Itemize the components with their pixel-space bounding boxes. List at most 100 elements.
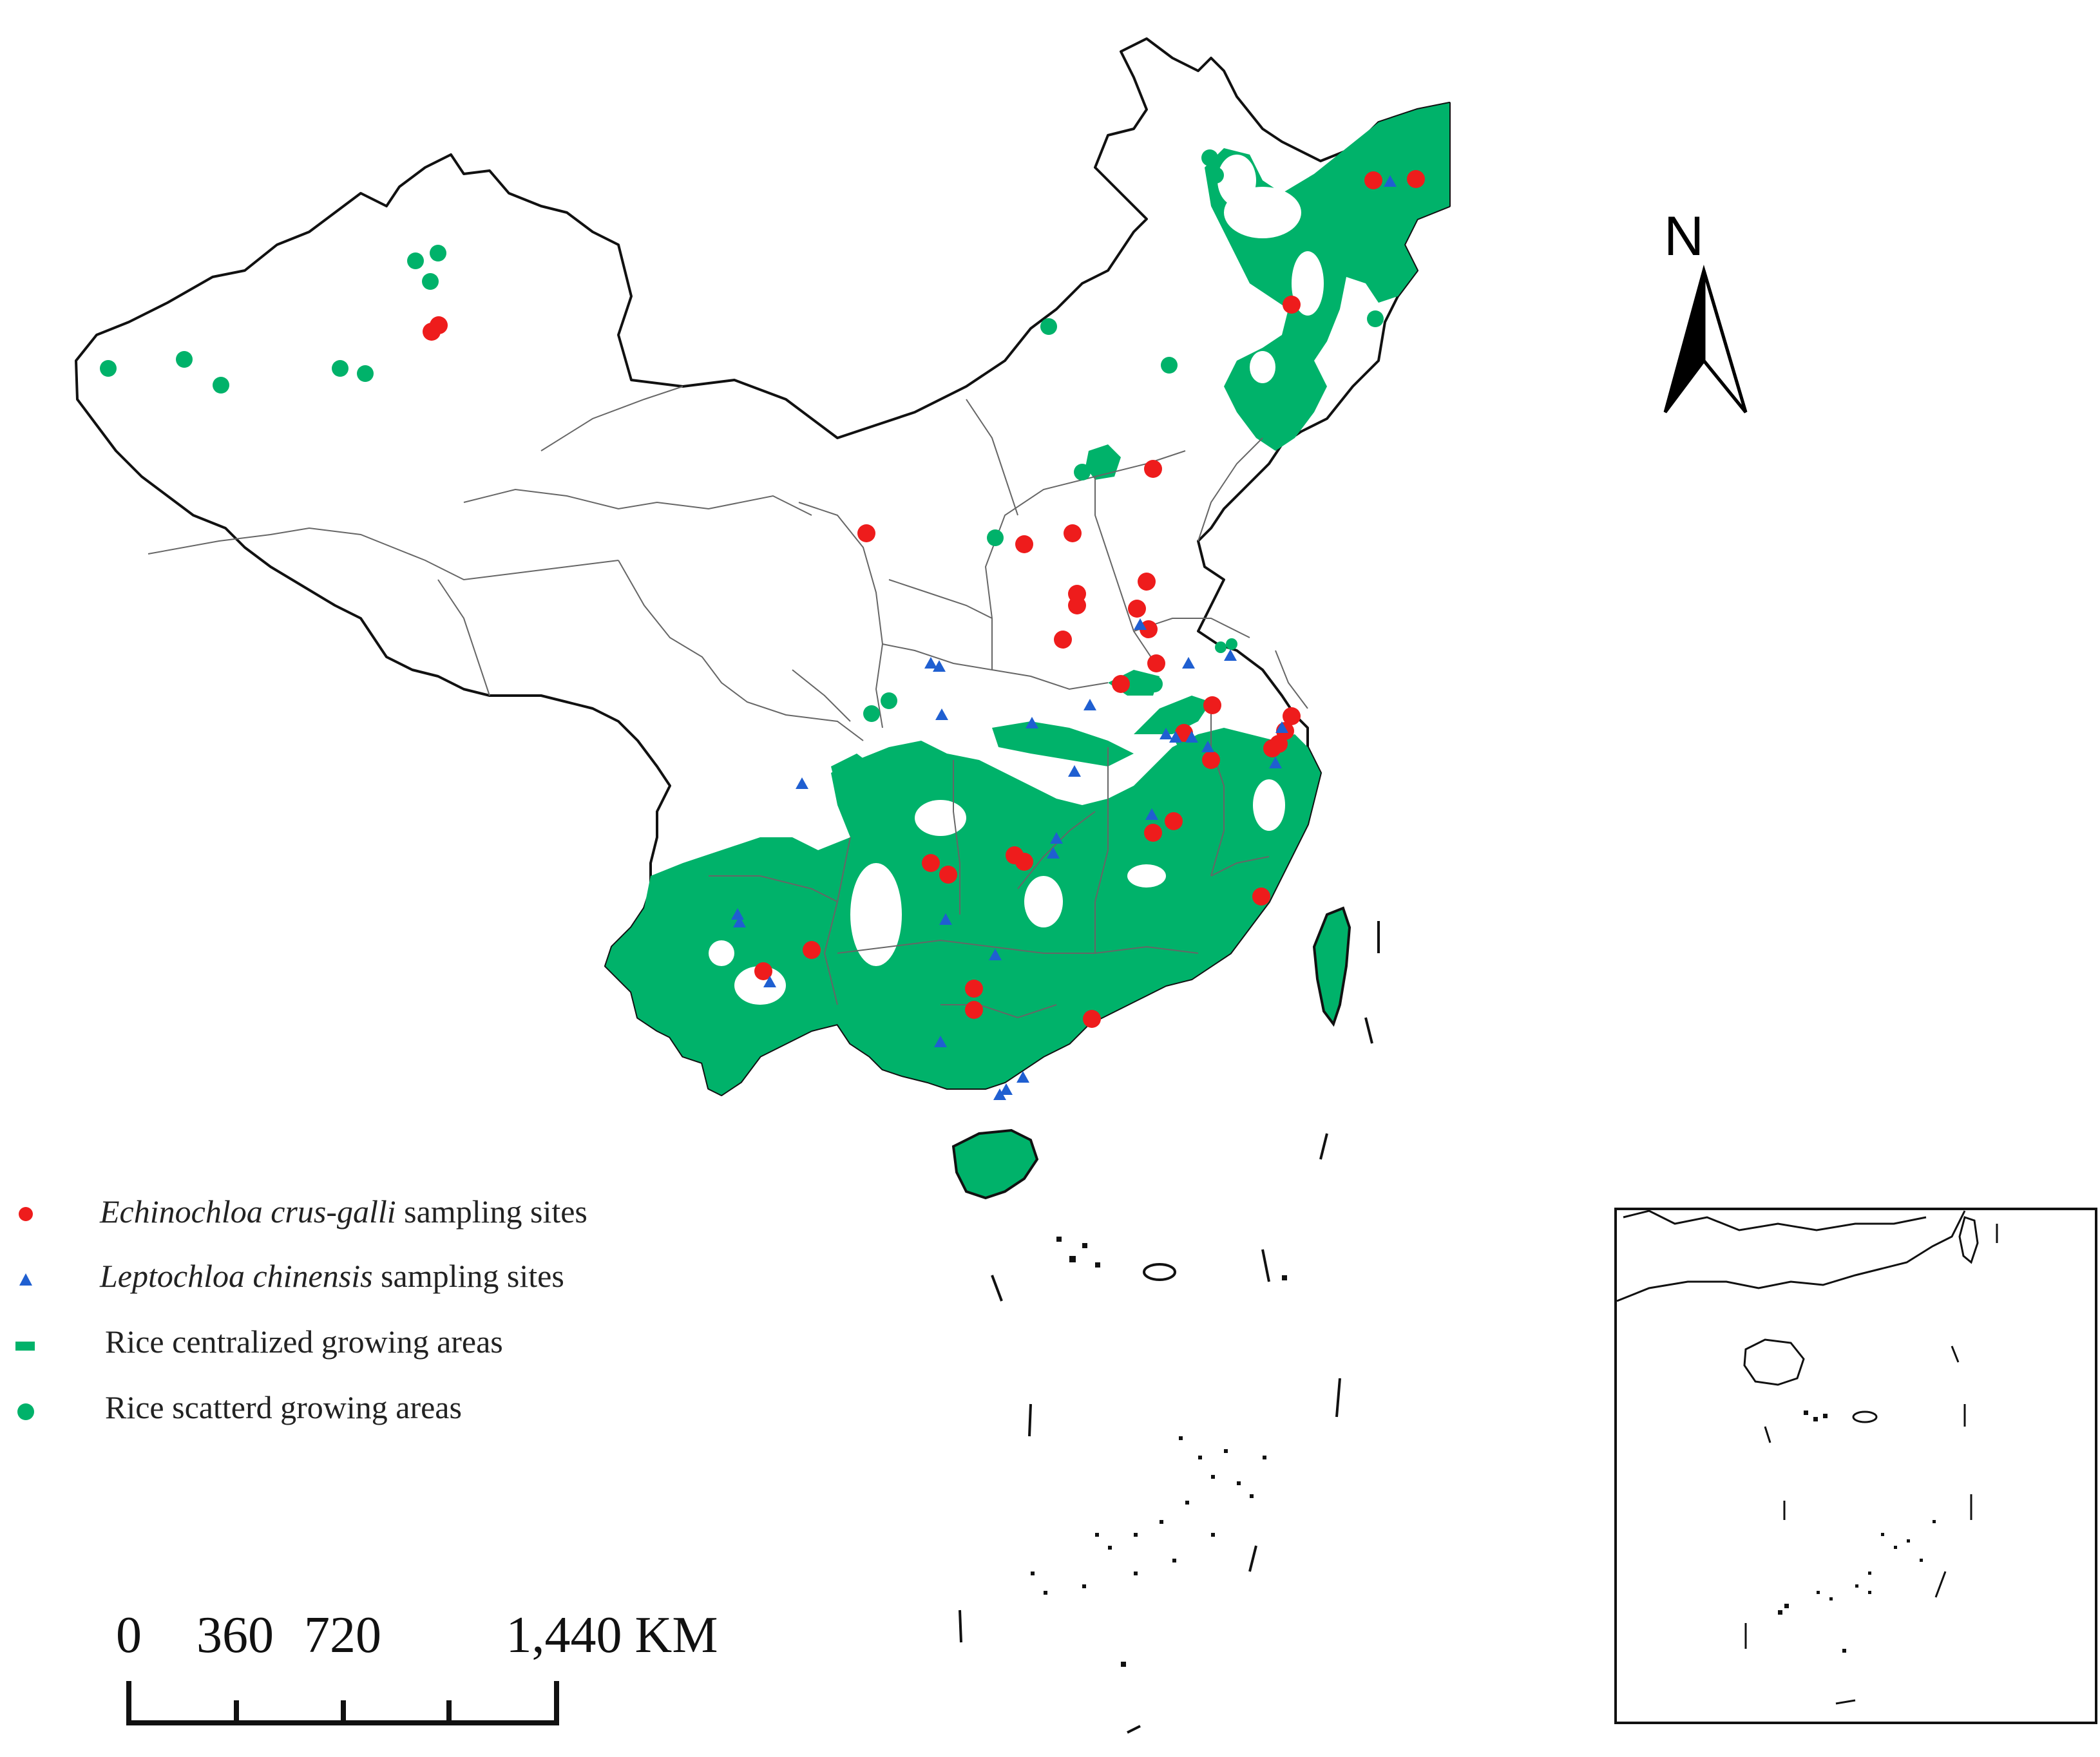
legend-item-leptochloa: Leptochloa chinensis sampling sites [99,1258,564,1294]
island-dots [1031,1237,1287,1667]
inset-island-dot [1933,1520,1936,1523]
leptochloa-site [1160,728,1172,739]
echinochloa-site [754,962,772,980]
rice-scattered-point [430,245,446,261]
inset-island-dot [1894,1546,1897,1549]
island-dot [1237,1481,1241,1485]
leptochloa-site [1017,1071,1029,1083]
echinochloa-site [1128,600,1146,618]
island-mark [1127,1725,1141,1734]
island-dot [1134,1533,1138,1537]
inset-hainan [1743,1338,1805,1386]
echinochloa-site [857,524,875,542]
echinochloa-site [1364,171,1382,189]
island-mark [991,1275,1003,1302]
leptochloa-site [935,708,948,720]
leptochloa-site [1169,731,1182,743]
leptochloa-site [1185,731,1198,743]
scale-bar: 0 360 720 1,440 KM [116,1607,718,1725]
south-china-sea-islands [959,921,1380,1734]
island-mark [1335,1378,1341,1418]
inset-island-dot [1868,1572,1871,1575]
leptochloa-site [1026,717,1038,728]
province-border [837,939,1199,954]
echinochloa-site [1138,573,1156,591]
north-arrow-outline [1663,264,1748,413]
province-border [984,450,1186,670]
leptochloa-site [1145,808,1158,820]
echinochloa-site [1252,888,1270,906]
island-mark [1261,1249,1270,1282]
inset-island-mark [1934,1571,1947,1598]
inset-frame [1614,1208,2097,1724]
island-dot [1031,1572,1035,1575]
rice-scattered-point [1215,641,1227,653]
inset-island-dot [1855,1584,1858,1588]
province-border [540,386,683,451]
inset-island-dot [1778,1610,1782,1615]
inset-island-mark [1852,1410,1878,1423]
island-dot [1198,1456,1202,1459]
province-border [966,399,1018,516]
rice-area-hubei [992,721,1134,766]
echinochloa-site [1112,675,1130,693]
rice-scattered-point [100,360,117,377]
island-dot [1179,1436,1183,1440]
province-border [798,502,884,728]
rice-scattered-point [213,377,229,394]
inset-island-mark [1951,1345,1960,1363]
rice-scattered-point [863,705,880,722]
gap [915,800,966,836]
island-dot [1121,1662,1126,1667]
gap [1250,351,1275,383]
echinochloa-site [1165,812,1183,830]
rice-scattered-point [881,692,897,709]
inset-island-dot [1813,1417,1818,1421]
rice-scattered-point [176,351,193,368]
province-border [940,1004,1057,1019]
gap [1292,251,1324,316]
rice-area-sichuan [831,754,953,863]
leptochloa-site [934,1036,947,1047]
island-dot [1211,1475,1215,1479]
island-dot [1044,1591,1047,1595]
leptochloa-site [1083,699,1096,710]
island-mark [1248,1545,1257,1572]
rice-area-south [606,728,1321,1095]
leptochloa-site [993,1088,1006,1100]
gap [734,966,786,1005]
leptochloa-site [1224,649,1237,661]
blue-triangle-icon [19,1273,32,1286]
echinochloa-site [965,980,983,998]
province-border [618,560,864,741]
island-mark [959,1610,962,1643]
echinochloa-site [1407,170,1425,188]
province-border [953,760,960,915]
echinochloa-site [1015,535,1033,553]
gap [1166,985,1192,1024]
legend: Echinochloa crus-galli sampling sites Le… [15,1193,587,1425]
island-dot [1134,1572,1138,1575]
gap [1217,155,1256,206]
rice-scattered-point [1161,357,1178,374]
echinochloa-site [1283,296,1301,314]
island-dot [1172,1559,1176,1562]
rice-area-gaps [709,155,1324,1024]
rice-scattered-point [407,252,424,269]
red-circle-icon [19,1207,33,1221]
rice-scattered-point [1367,310,1384,327]
province-border [1210,856,1270,877]
rice-scattered-point [1146,676,1163,692]
gap [850,863,902,966]
gap [1024,876,1063,927]
echinochloa-sites [423,170,1425,1028]
echinochloa-site [939,866,957,884]
island-dot [1069,1256,1076,1262]
green-circle-icon [17,1403,34,1420]
island-dot [1160,1520,1163,1524]
province-border [463,488,812,516]
taiwan-island [1312,906,1351,1027]
province-border [437,579,490,696]
legend-item-rice-centralized: Rice centralized growing areas [105,1324,503,1360]
echinochloa-site [1203,696,1221,714]
